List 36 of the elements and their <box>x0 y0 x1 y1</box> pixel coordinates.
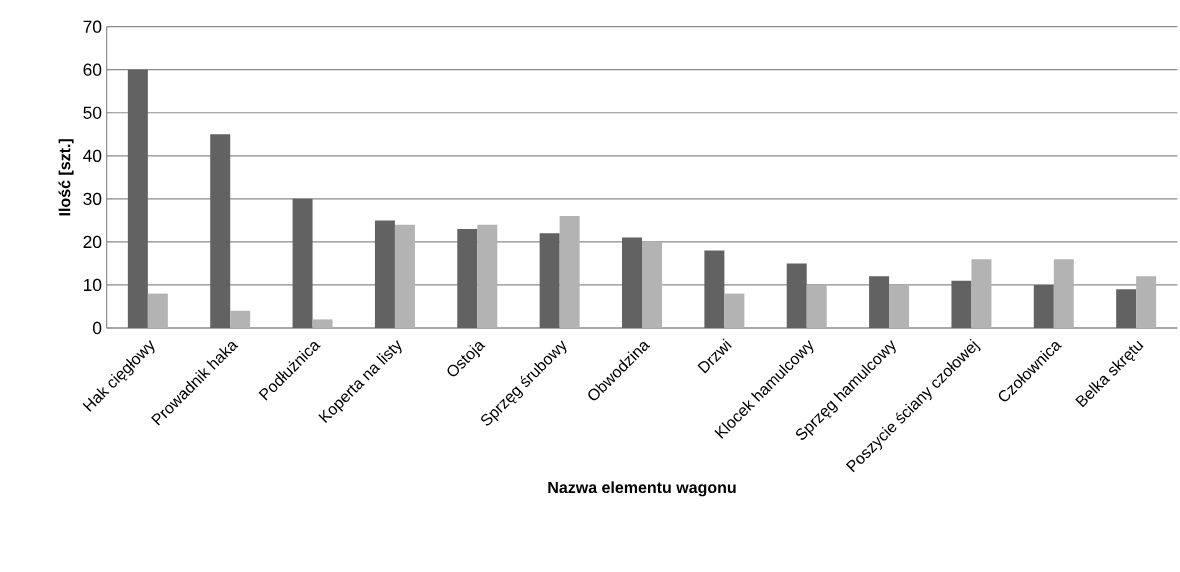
x-axis-title: Nazwa elementu wagonu <box>548 481 736 497</box>
bar <box>869 276 890 328</box>
y-tick-label: 50 <box>83 106 102 119</box>
bar <box>806 284 827 328</box>
bar <box>312 319 333 328</box>
y-tick-label: 40 <box>83 149 102 162</box>
bar <box>230 310 251 328</box>
bar <box>971 259 992 328</box>
bar <box>786 263 807 328</box>
y-axis-title: Ilość [szt.] <box>58 139 74 216</box>
y-tick-label: 20 <box>83 235 102 249</box>
y-tick-label: 60 <box>83 63 102 76</box>
bar <box>559 216 580 328</box>
bar <box>724 293 745 328</box>
bar <box>642 241 663 328</box>
bar <box>1053 259 1074 328</box>
bar <box>539 233 560 328</box>
bar <box>457 228 478 328</box>
bar <box>951 280 972 328</box>
y-tick-label: 0 <box>92 321 102 335</box>
bar <box>147 293 168 328</box>
bar <box>210 134 231 328</box>
y-tick-label: 10 <box>84 278 102 292</box>
bar <box>127 69 148 328</box>
bar <box>1033 284 1054 328</box>
bar <box>622 237 643 328</box>
bar <box>1116 289 1137 328</box>
bar <box>292 198 313 328</box>
bar <box>889 284 910 328</box>
bar <box>477 224 498 328</box>
bar <box>374 220 395 328</box>
y-tick-label: 70 <box>83 20 102 33</box>
bar <box>704 250 725 328</box>
y-tick-label: 30 <box>83 192 102 205</box>
bar <box>394 224 415 328</box>
bar <box>1136 276 1157 328</box>
